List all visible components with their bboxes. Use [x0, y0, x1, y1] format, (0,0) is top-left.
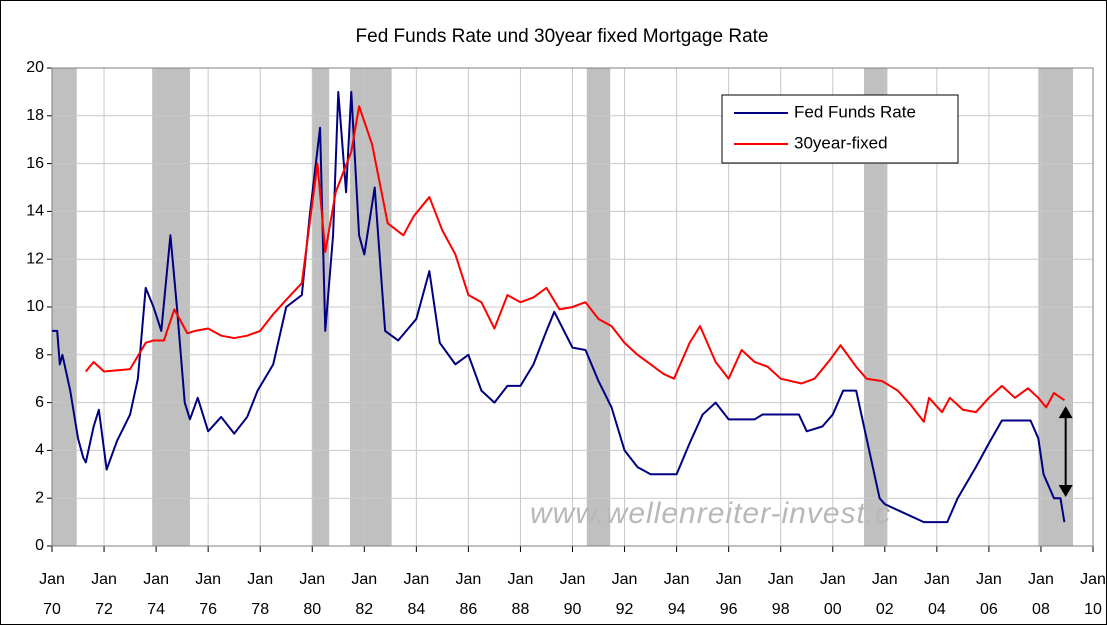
x-tick-label: Jan 96 — [716, 571, 742, 618]
x-tick-label: Jan 70 — [39, 571, 65, 618]
legend-label: 30year-fixed — [794, 133, 888, 152]
y-tick-label: 6 — [35, 394, 44, 411]
x-tick-label: Jan 78 — [247, 571, 273, 618]
x-tick-label: Jan 02 — [872, 571, 898, 618]
x-tick-label: Jan 94 — [664, 571, 690, 618]
x-tick-label: Jan 88 — [508, 571, 534, 618]
x-tick-label: Jan 92 — [612, 571, 638, 618]
x-tick-label: Jan 76 — [195, 571, 221, 618]
y-tick-label: 8 — [35, 346, 44, 363]
y-tick-label: 18 — [26, 107, 44, 124]
watermark: www.wellenreiter-invest.c — [530, 497, 891, 530]
x-tick-label: Jan 80 — [299, 571, 325, 618]
x-tick-label: Jan 06 — [976, 571, 1002, 618]
y-tick-label: 20 — [26, 59, 44, 76]
series-line — [85, 105, 1065, 423]
x-tick-label: Jan 04 — [924, 571, 950, 618]
x-tick-label: Jan 98 — [768, 571, 794, 618]
x-tick-label: Jan 00 — [820, 571, 846, 618]
y-tick-label: 4 — [35, 442, 44, 459]
y-tick-label: 2 — [35, 489, 44, 506]
x-tick-label: Jan 08 — [1028, 571, 1054, 618]
x-tick-label: Jan 82 — [351, 571, 377, 618]
x-tick-label: Jan 86 — [456, 571, 482, 618]
x-tick-label: Jan 84 — [403, 571, 429, 618]
x-tick-label: Jan 90 — [560, 571, 586, 618]
arrow-head — [1058, 406, 1073, 419]
y-tick-label: 14 — [26, 203, 44, 220]
x-tick-label: Jan 10 — [1080, 571, 1106, 618]
plot-frame — [51, 67, 1094, 547]
y-tick-label: 12 — [26, 250, 44, 267]
legend-box — [721, 94, 959, 164]
legend-label: Fed Funds Rate — [794, 102, 916, 121]
y-tick-label: 0 — [35, 537, 44, 554]
y-tick-label: 10 — [26, 298, 44, 315]
chart-title: Fed Funds Rate und 30year fixed Mortgage… — [356, 26, 769, 47]
x-tick-label: Jan 72 — [91, 571, 117, 618]
arrow-head — [1058, 485, 1073, 498]
x-tick-label: Jan 74 — [143, 571, 169, 618]
series-line — [52, 90, 1066, 524]
y-tick-label: 16 — [26, 155, 44, 172]
